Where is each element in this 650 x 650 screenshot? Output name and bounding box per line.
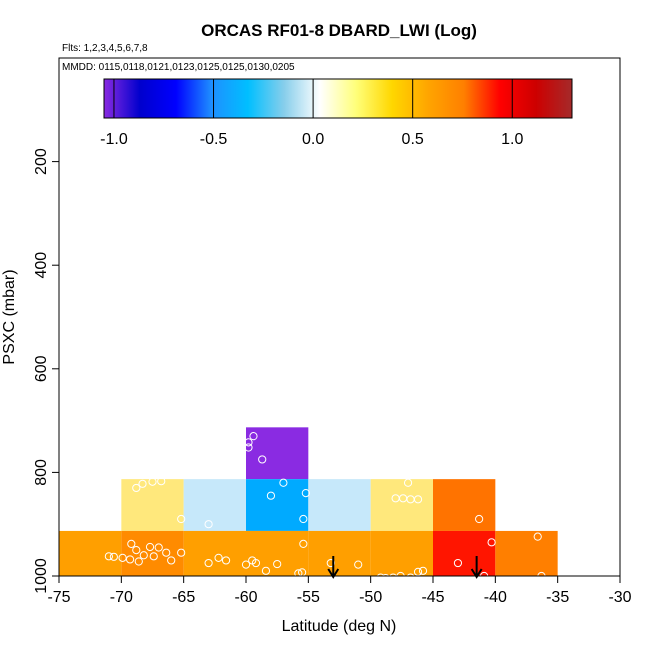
data-point-34 xyxy=(487,538,496,547)
colorbar-gradient xyxy=(103,78,573,119)
data-point-18 xyxy=(261,566,271,575)
data-point-47 xyxy=(244,443,253,452)
y-axis: 200 400 600 800 1000 xyxy=(33,148,60,594)
data-point-11 xyxy=(177,548,186,557)
heatmap-cell-3 xyxy=(246,479,309,531)
data-point-51 xyxy=(299,514,308,524)
data-point-3 xyxy=(125,555,135,564)
x-tick-label-1: -70 xyxy=(110,589,133,606)
data-point-2 xyxy=(118,553,127,562)
y-tick-label-3: 800 xyxy=(33,459,50,486)
data-point-37 xyxy=(127,539,136,548)
data-point-52 xyxy=(301,489,310,498)
flight-arrows xyxy=(327,556,483,579)
data-point-6 xyxy=(145,542,155,552)
heatmap-cells xyxy=(59,427,558,576)
data-point-24 xyxy=(354,560,363,569)
arrow-marker-1 xyxy=(470,556,483,579)
dates-subtitle: MMDD: 0115,0118,0121,0123,0125,0125,0130… xyxy=(62,62,295,73)
data-point-44 xyxy=(204,520,213,529)
y-axis-label: PSXC (mbar) xyxy=(1,269,18,364)
y-tick-label-0: 200 xyxy=(33,148,50,175)
data-point-20 xyxy=(294,569,303,578)
data-point-39 xyxy=(132,483,141,493)
x-tick-label-7: -40 xyxy=(484,589,507,606)
data-point-23 xyxy=(326,558,335,568)
heatmap-cell-12 xyxy=(370,530,433,576)
heatmap-cell-9 xyxy=(183,530,246,576)
y-tick-label-1: 400 xyxy=(33,252,50,279)
data-point-43 xyxy=(177,514,186,524)
heatmap-cell-8 xyxy=(121,530,184,576)
y-tick-label-4: 1000 xyxy=(33,558,50,594)
heatmap-cell-6 xyxy=(433,479,496,531)
data-point-9 xyxy=(162,548,171,557)
heatmap-cell-5 xyxy=(370,479,433,531)
data-point-45 xyxy=(244,438,253,447)
data-point-30 xyxy=(413,567,423,576)
data-point-17 xyxy=(251,558,261,568)
x-axis-label: Latitude (deg N) xyxy=(282,618,397,635)
x-tick-label-4: -55 xyxy=(297,589,320,606)
data-point-13 xyxy=(214,553,223,562)
arrow-marker-0 xyxy=(327,556,340,579)
data-point-46 xyxy=(249,432,258,441)
data-point-56 xyxy=(413,495,423,504)
data-point-31 xyxy=(418,566,428,575)
data-point-15 xyxy=(241,560,251,569)
data-point-58 xyxy=(475,514,484,524)
x-tick-label-9: -30 xyxy=(608,589,631,606)
data-point-42 xyxy=(157,477,166,486)
x-tick-label-0: -75 xyxy=(47,589,70,606)
data-point-1 xyxy=(109,552,118,561)
chart-title: ORCAS RF01-8 DBARD_LWI (Log) xyxy=(201,21,477,40)
observation-points xyxy=(104,432,546,583)
data-point-35 xyxy=(533,532,542,541)
data-point-29 xyxy=(406,573,415,582)
heatmap-cell-2 xyxy=(183,479,246,531)
data-point-10 xyxy=(167,556,176,565)
x-tick-label-5: -50 xyxy=(359,589,382,606)
data-point-41 xyxy=(148,477,157,486)
data-point-32 xyxy=(453,558,463,568)
data-point-48 xyxy=(258,455,267,464)
colorbar-tick-label-4: 1.0 xyxy=(501,131,523,148)
heatmap-cell-10 xyxy=(246,530,309,576)
data-point-22 xyxy=(299,539,308,548)
data-point-40 xyxy=(138,479,147,488)
colorbar-tick-label-1: -0.5 xyxy=(200,131,228,148)
data-point-19 xyxy=(273,559,282,569)
x-axis: -75 -70 -65 -60 -55 -50 -45 -40 -35 -30 xyxy=(47,575,632,606)
heatmap-cell-1 xyxy=(121,479,184,531)
data-point-25 xyxy=(376,573,385,582)
heatmap-cell-11 xyxy=(308,530,371,576)
data-point-27 xyxy=(389,573,398,582)
x-tick-label-6: -45 xyxy=(421,589,444,606)
data-point-4 xyxy=(132,546,141,555)
heatmap-cell-0 xyxy=(246,427,309,480)
x-tick-label-3: -60 xyxy=(234,589,257,606)
heatmap-cell-13 xyxy=(433,530,496,576)
data-point-0 xyxy=(104,552,113,561)
data-point-50 xyxy=(279,478,288,487)
data-point-57 xyxy=(403,478,413,487)
colorbar-tick-label-3: 0.5 xyxy=(402,131,424,148)
heatmap-cell-4 xyxy=(308,479,371,531)
colorbar-tick-label-0: -1.0 xyxy=(100,131,128,148)
colorbar-tick-label-2: 0.0 xyxy=(302,131,324,148)
x-tick-label-2: -65 xyxy=(172,589,195,606)
data-point-49 xyxy=(266,491,276,500)
data-point-8 xyxy=(154,543,163,552)
flights-subtitle: Flts: 1,2,3,4,5,6,7,8 xyxy=(62,43,148,54)
y-tick-label-2: 600 xyxy=(33,355,50,382)
colorbar: -1.0 -0.5 0.0 0.5 1.0 xyxy=(100,78,573,148)
x-tick-label-8: -35 xyxy=(546,589,569,606)
data-point-14 xyxy=(221,556,231,565)
data-point-12 xyxy=(204,558,213,568)
data-point-5 xyxy=(139,551,148,560)
data-point-38 xyxy=(134,557,143,566)
data-point-7 xyxy=(149,552,158,561)
heatmap-cell-14 xyxy=(495,530,558,576)
